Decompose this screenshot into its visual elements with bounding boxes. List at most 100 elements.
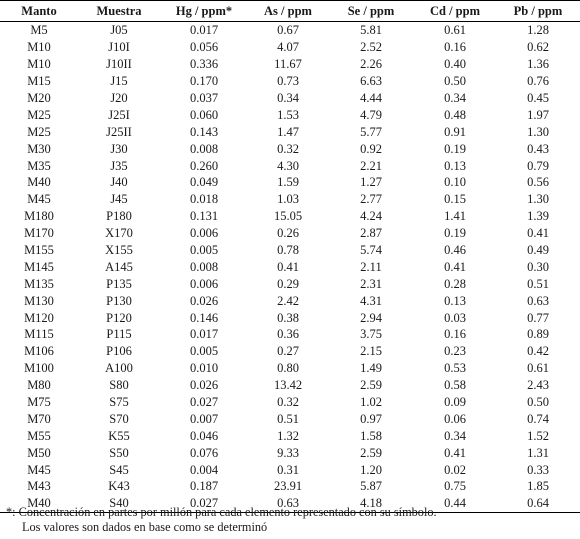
table-cell: M100 bbox=[24, 361, 54, 376]
table-cell: 0.61 bbox=[527, 361, 549, 376]
table-cell: 0.03 bbox=[444, 310, 466, 325]
table-row: M40 S40 0.027 0.63 4.18 0.44 0.64 bbox=[0, 494, 580, 513]
table-cell: M10 bbox=[27, 57, 51, 72]
table-cell: 2.42 bbox=[277, 293, 299, 308]
table-row: M10 J10II 0.336 11.67 2.26 0.40 1.36 bbox=[0, 56, 580, 73]
table-cell: 0.42 bbox=[527, 344, 549, 359]
table-cell: 0.046 bbox=[189, 428, 219, 443]
table-cell: 0.74 bbox=[527, 411, 549, 426]
table-cell: 0.06 bbox=[444, 411, 466, 426]
table-cell: 5.74 bbox=[360, 243, 382, 258]
table-cell: M70 bbox=[27, 411, 51, 426]
table-cell: 2.15 bbox=[360, 344, 382, 359]
table-cell: 0.34 bbox=[444, 91, 466, 105]
table-cell: M180 bbox=[24, 209, 54, 224]
table-cell: 0.92 bbox=[360, 141, 382, 156]
footnote-line-2: Los valores son dados en base como se de… bbox=[22, 520, 268, 534]
table-row: M70 S70 0.007 0.51 0.97 0.06 0.74 bbox=[0, 410, 580, 427]
table-cell: M130 bbox=[24, 293, 54, 308]
table-row: M170 X170 0.006 0.26 2.87 0.19 0.41 bbox=[0, 225, 580, 242]
table-cell: 0.005 bbox=[189, 243, 219, 258]
table-cell: 0.64 bbox=[496, 494, 580, 513]
table-cell: 0.27 bbox=[277, 344, 299, 359]
table-cell: 1.02 bbox=[360, 395, 382, 410]
table-cell: J15 bbox=[110, 74, 128, 89]
table-cell: S45 bbox=[109, 462, 129, 477]
table-row: M55 K55 0.046 1.32 1.58 0.34 1.52 bbox=[0, 427, 580, 444]
table-row: M50 S50 0.076 9.33 2.59 0.41 1.31 bbox=[0, 444, 580, 461]
table-cell: 0.09 bbox=[444, 395, 466, 410]
table-cell: 0.49 bbox=[527, 243, 549, 258]
table-cell: J20 bbox=[110, 91, 128, 105]
table-cell: 0.026 bbox=[189, 378, 219, 393]
table-cell: 0.056 bbox=[189, 40, 219, 55]
table-row: M135 P135 0.006 0.29 2.31 0.28 0.51 bbox=[0, 275, 580, 292]
table-body: M5 J05 0.017 0.67 5.81 0.61 1.28 M10 J10I 0.056 4.… bbox=[0, 22, 580, 513]
table-cell: 0.15 bbox=[444, 192, 466, 207]
table-row: M25 J25I 0.060 1.53 4.79 0.48 1.97 bbox=[0, 106, 580, 123]
table-cell: A100 bbox=[105, 361, 133, 376]
table-cell: 0.75 bbox=[444, 479, 466, 494]
table-cell: S80 bbox=[109, 378, 129, 393]
table-cell: 2.87 bbox=[360, 226, 382, 241]
table-cell: 0.79 bbox=[527, 158, 549, 173]
table-cell: 1.30 bbox=[527, 124, 549, 139]
table-cell: M30 bbox=[27, 141, 51, 156]
table-cell: J30 bbox=[110, 141, 128, 156]
table-cell: 0.76 bbox=[527, 74, 549, 89]
table-cell: 0.36 bbox=[277, 327, 299, 342]
table-cell: 1.39 bbox=[527, 209, 549, 224]
table-cell: M43 bbox=[27, 479, 51, 494]
table-cell: 11.67 bbox=[274, 57, 302, 72]
table-cell: M20 bbox=[27, 91, 51, 105]
table-cell: M10 bbox=[27, 40, 51, 55]
table-cell: 1.85 bbox=[527, 479, 549, 494]
table-cell: 1.53 bbox=[277, 107, 299, 122]
table-cell: 4.30 bbox=[277, 158, 299, 173]
table-cell: 2.43 bbox=[527, 378, 549, 393]
column-header: Muestra bbox=[78, 0, 160, 22]
table-cell: 0.10 bbox=[444, 175, 466, 190]
table-cell: 0.33 bbox=[527, 462, 549, 477]
table-cell: P135 bbox=[106, 276, 132, 291]
table-cell: 0.026 bbox=[189, 293, 219, 308]
table-cell: 5.81 bbox=[360, 23, 382, 38]
table-cell: 1.32 bbox=[277, 428, 299, 443]
table-cell: 0.16 bbox=[444, 40, 466, 55]
table-cell: 0.018 bbox=[189, 192, 219, 207]
table-cell: 2.59 bbox=[360, 445, 382, 460]
table-cell: M50 bbox=[27, 445, 51, 460]
table-cell: 0.336 bbox=[189, 57, 219, 72]
table-row: M80 S80 0.026 13.42 2.59 0.58 2.43 bbox=[0, 377, 580, 394]
table-cell: 9.33 bbox=[277, 445, 299, 460]
table-cell: P115 bbox=[106, 327, 132, 342]
table-row: M45 J45 0.018 1.03 2.77 0.15 1.30 bbox=[0, 191, 580, 208]
column-header: Manto bbox=[0, 0, 78, 22]
column-header: Se / ppm bbox=[328, 0, 414, 22]
table-cell: 4.44 bbox=[360, 91, 382, 105]
table-cell: 4.31 bbox=[360, 293, 382, 308]
table-cell: 0.260 bbox=[189, 158, 219, 173]
table-cell: 4.79 bbox=[360, 107, 382, 122]
table-cell: J45 bbox=[110, 192, 128, 207]
table-cell: 0.67 bbox=[277, 23, 299, 38]
table-cell: 1.28 bbox=[527, 23, 549, 38]
table-cell: 0.008 bbox=[189, 259, 219, 274]
table-cell: M115 bbox=[24, 327, 54, 342]
table-cell: P180 bbox=[106, 209, 132, 224]
table-cell: 2.11 bbox=[360, 259, 382, 274]
table-cell: M106 bbox=[24, 344, 54, 359]
concentration-table: Manto Muestra Hg / ppm* As / ppm Se / ppm Cd … bbox=[0, 0, 580, 513]
table-cell: 0.97 bbox=[360, 411, 382, 426]
table-cell: 0.77 bbox=[527, 310, 549, 325]
table-cell: 0.62 bbox=[527, 40, 549, 55]
table-cell: 0.131 bbox=[189, 209, 219, 224]
table-cell: 0.005 bbox=[189, 344, 219, 359]
table-row: M100 A100 0.010 0.80 1.49 0.53 0.61 bbox=[0, 360, 580, 377]
table-cell: 0.30 bbox=[527, 259, 549, 274]
table-cell: 0.91 bbox=[444, 124, 466, 139]
table-cell: 0.44 bbox=[414, 494, 496, 513]
table-cell: 0.78 bbox=[277, 243, 299, 258]
table-cell: S50 bbox=[109, 445, 129, 460]
table-cell: 0.51 bbox=[277, 411, 299, 426]
